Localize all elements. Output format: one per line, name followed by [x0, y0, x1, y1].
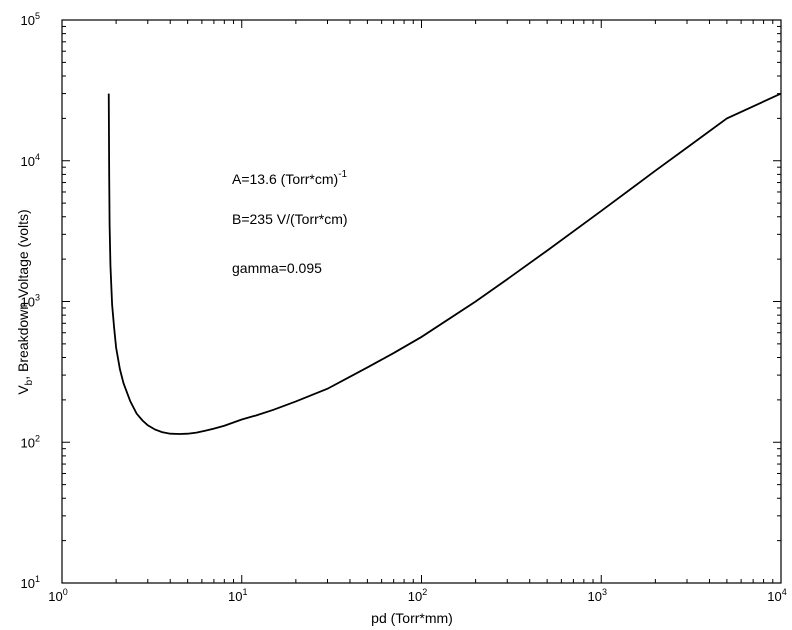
annotation-b: B=235 V/(Torr*cm)	[232, 211, 348, 227]
y-tick-label: 104	[21, 152, 40, 169]
y-tick-label: 102	[21, 433, 40, 450]
y-tick-label: 105	[21, 11, 40, 28]
annotation-a: A=13.6 (Torr*cm)-1	[232, 169, 348, 187]
plot-frame	[61, 19, 782, 584]
annotation-gamma: gamma=0.095	[232, 260, 322, 276]
y-tick-label: 103	[21, 293, 40, 310]
annotations: A=13.6 (Torr*cm)-1 B=235 V/(Torr*cm) gam…	[232, 169, 348, 276]
ticks-group	[61, 20, 781, 584]
y-tick-label: 101	[21, 574, 40, 591]
y-axis-label: Vb, Breakdown Voltage (volts)	[15, 209, 35, 394]
x-tick-label: 102	[408, 587, 427, 604]
tick-labels-group: 100 101 102 103 104 101 102 103 104 105	[21, 11, 787, 604]
x-tick-label: 104	[767, 587, 786, 604]
x-tick-label: 103	[588, 587, 607, 604]
x-tick-label: 100	[48, 587, 67, 604]
x-tick-label: 101	[228, 587, 247, 604]
x-axis-label: pd (Torr*mm)	[371, 610, 453, 626]
breakdown-curve	[107, 92, 782, 435]
